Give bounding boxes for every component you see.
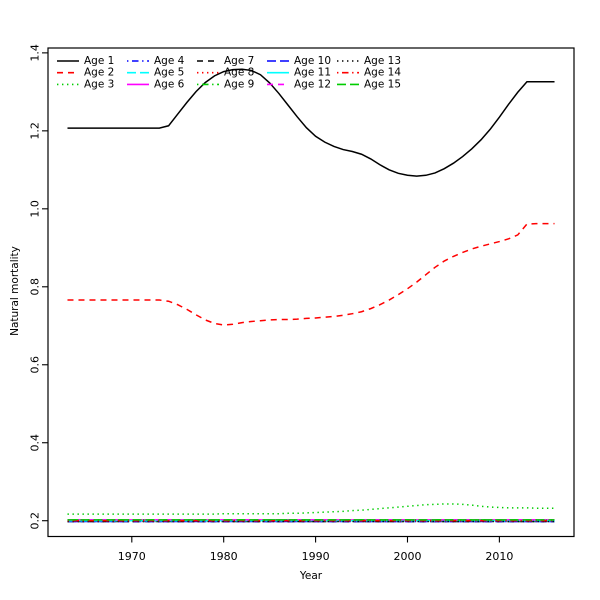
y-tick-label: 0.8 (29, 278, 42, 296)
legend-label-age-12: Age 12 (294, 78, 331, 90)
plot-border (47, 47, 575, 538)
legend-label-age-4: Age 4 (154, 55, 185, 67)
legend-label-age-1: Age 1 (84, 55, 114, 67)
legend-label-age-14: Age 14 (364, 67, 401, 79)
y-tick-label: 0.4 (29, 434, 42, 452)
legend-label-age-15: Age 15 (364, 78, 401, 90)
y-tick-label: 1.4 (29, 44, 42, 62)
legend-label-age-9: Age 9 (224, 78, 254, 90)
y-axis-title: Natural mortality (9, 246, 21, 336)
y-tick-label: 1.2 (29, 122, 42, 140)
x-tick-label: 2010 (485, 550, 513, 563)
legend-label-age-10: Age 10 (294, 55, 331, 67)
x-tick-label: 1980 (210, 550, 238, 563)
x-axis-title: Year (299, 570, 323, 582)
legend-label-age-5: Age 5 (154, 67, 184, 79)
series-line-age-2 (67, 222, 555, 326)
legend-label-age-3: Age 3 (84, 78, 114, 90)
legend-label-age-6: Age 6 (154, 78, 185, 90)
x-tick-label: 1970 (118, 550, 146, 563)
y-tick-label: 0.6 (29, 356, 42, 374)
legend-label-age-8: Age 8 (224, 67, 254, 79)
legend-label-age-7: Age 7 (224, 55, 254, 67)
x-tick-label: 1990 (302, 550, 330, 563)
y-tick-label: 1.0 (29, 200, 42, 218)
series-line-age-1 (67, 68, 555, 177)
x-tick-label: 2000 (393, 550, 421, 563)
y-tick-label: 0.2 (29, 512, 42, 530)
legend-label-age-11: Age 11 (294, 67, 331, 79)
series-line-age-3 (67, 503, 555, 515)
legend-label-age-2: Age 2 (84, 67, 114, 79)
legend-label-age-13: Age 13 (364, 55, 401, 67)
